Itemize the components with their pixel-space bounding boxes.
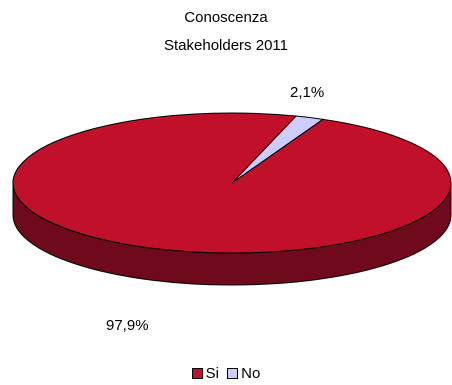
chart-title-line-2: Stakeholders 2011 — [164, 37, 288, 54]
legend-label-no: No — [241, 365, 261, 382]
pie-slice-si — [12, 112, 452, 254]
data-label-no: 2,1% — [290, 84, 325, 101]
legend-swatch-no — [227, 368, 239, 379]
legend: Si No — [0, 365, 452, 383]
legend-item-si: Si — [191, 365, 219, 382]
legend-label-si: Si — [205, 365, 219, 382]
chart-title-line-1: Conoscenza — [184, 9, 268, 26]
legend-swatch-si — [191, 368, 203, 379]
legend-item-no: No — [227, 365, 260, 382]
data-label-si: 97,9% — [106, 317, 149, 334]
